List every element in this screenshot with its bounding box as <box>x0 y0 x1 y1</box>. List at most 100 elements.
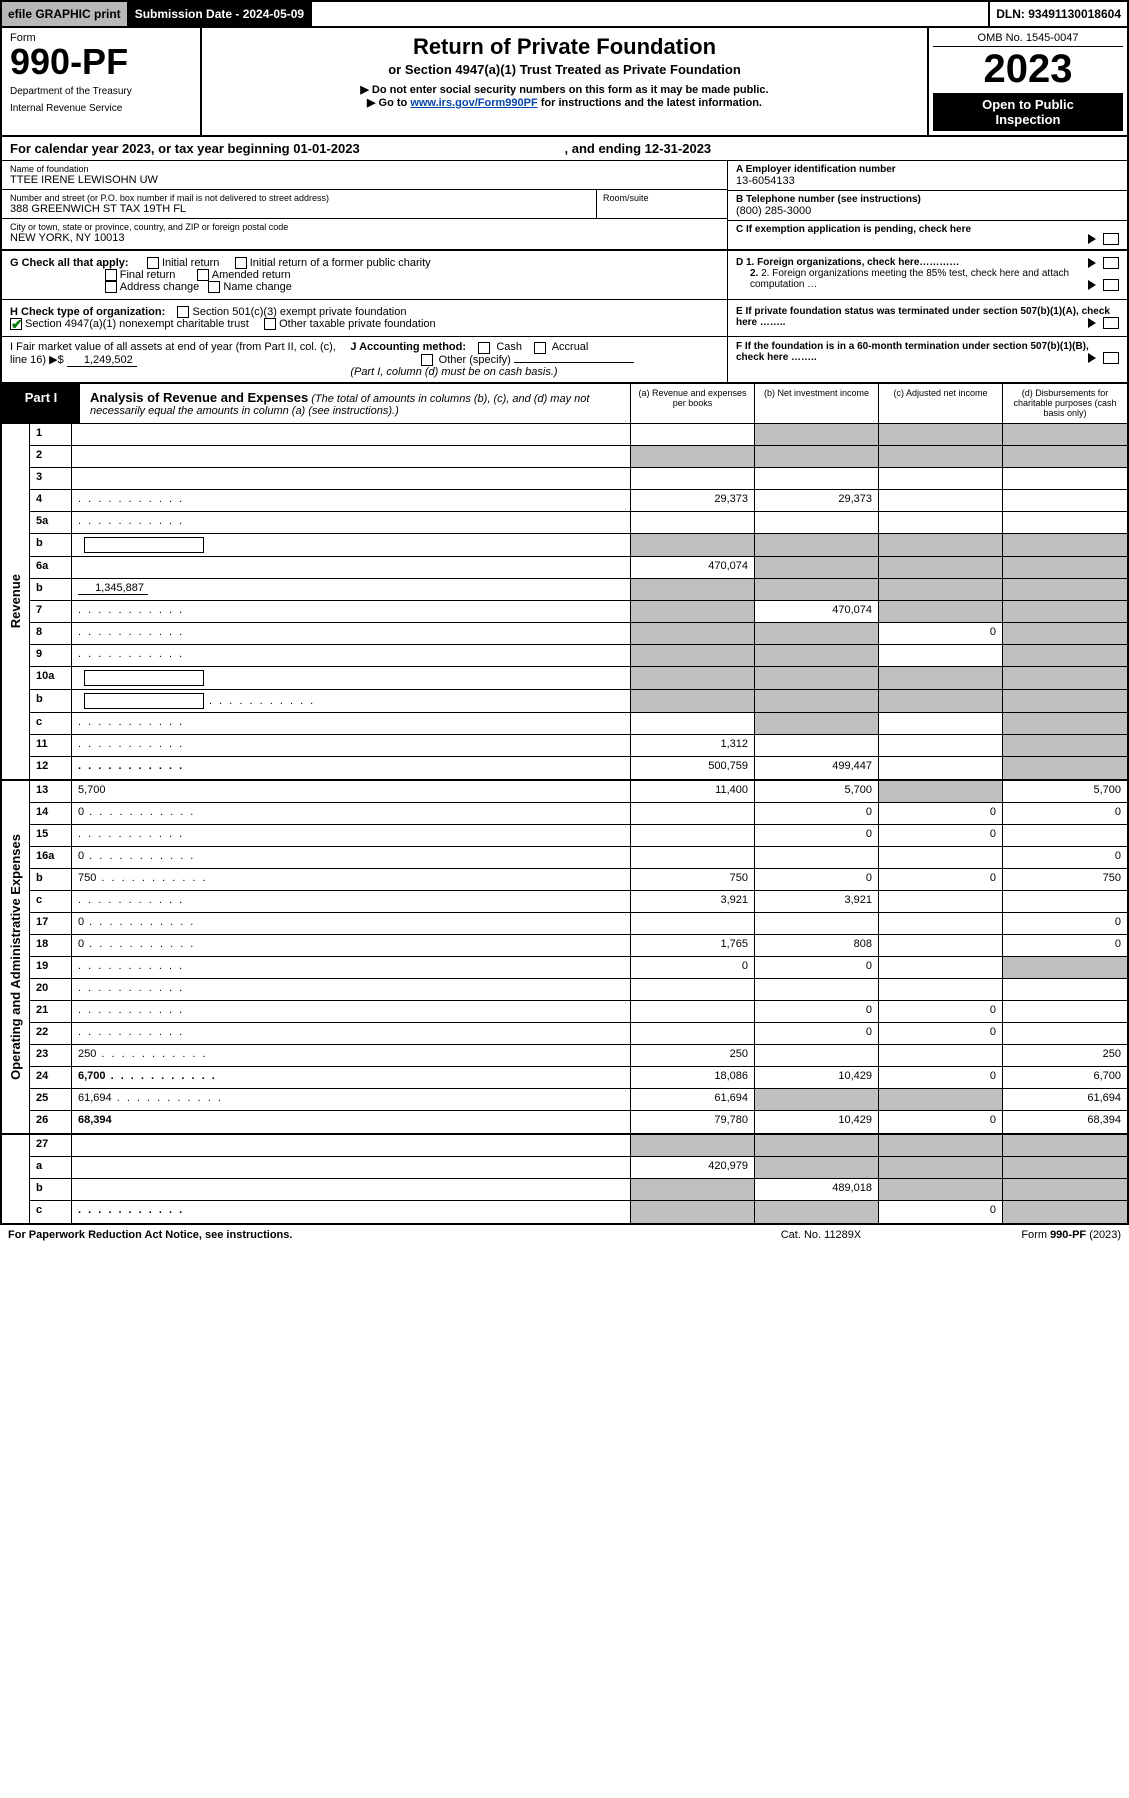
f-checkbox[interactable] <box>1103 352 1119 364</box>
e-block: E If private foundation status was termi… <box>727 300 1127 336</box>
submission-date: Submission Date - 2024-05-09 <box>129 2 312 26</box>
j-other[interactable] <box>421 354 433 366</box>
line-desc <box>72 490 631 511</box>
table-row: a420,979 <box>30 1157 1127 1179</box>
data-cell: 0 <box>755 825 879 846</box>
dept-treasury: Department of the Treasury <box>10 86 192 97</box>
d-block: D 1. Foreign organizations, check here……… <box>727 251 1127 299</box>
line-number: 5a <box>30 512 72 533</box>
omb-number: OMB No. 1545-0047 <box>933 32 1123 47</box>
data-cell <box>1003 579 1127 600</box>
line-number: 1 <box>30 424 72 445</box>
line-desc <box>72 1201 631 1223</box>
line-number: 22 <box>30 1023 72 1044</box>
data-cell: 5,700 <box>755 781 879 802</box>
efile-label[interactable]: efile GRAPHIC print <box>2 2 129 26</box>
top-bar: efile GRAPHIC print Submission Date - 20… <box>0 0 1129 28</box>
j3: Other (specify) <box>439 354 511 366</box>
info-block: Name of foundation TTEE IRENE LEWISOHN U… <box>0 161 1129 251</box>
table-row: 12500,759499,447 <box>30 757 1127 779</box>
line-number: 7 <box>30 601 72 622</box>
g-initial-return[interactable] <box>147 257 159 269</box>
data-cell <box>631 1135 755 1156</box>
data-cell: 0 <box>879 1111 1003 1133</box>
data-cell: 1,765 <box>631 935 755 956</box>
instr-2: ▶ Go to www.irs.gov/Form990PF for instru… <box>212 96 917 109</box>
data-cell <box>879 601 1003 622</box>
g2: Initial return of a former public charit… <box>250 257 431 269</box>
data-cell <box>1003 534 1127 556</box>
data-cell <box>879 534 1003 556</box>
data-cell <box>1003 891 1127 912</box>
g-amended[interactable] <box>197 269 209 281</box>
city-value: NEW YORK, NY 10013 <box>10 232 719 244</box>
data-cell <box>755 446 879 467</box>
data-cell <box>879 468 1003 489</box>
table-row: b <box>30 690 1127 713</box>
data-cell: 500,759 <box>631 757 755 779</box>
g-final-return[interactable] <box>105 269 117 281</box>
d2-checkbox[interactable] <box>1103 279 1119 291</box>
data-cell: 5,700 <box>1003 781 1127 802</box>
data-cell <box>755 979 879 1000</box>
form-number: 990-PF <box>10 44 192 80</box>
header-right: OMB No. 1545-0047 2023 Open to Public In… <box>927 28 1127 135</box>
part1-header: Part I Analysis of Revenue and Expenses … <box>0 384 1129 424</box>
h-other-taxable[interactable] <box>264 318 276 330</box>
data-cell <box>755 1157 879 1178</box>
data-cell: 489,018 <box>755 1179 879 1200</box>
line-number: 27 <box>30 1135 72 1156</box>
c-checkbox[interactable] <box>1103 233 1119 245</box>
data-cell <box>1003 667 1127 689</box>
data-cell <box>755 557 879 578</box>
data-cell: 470,074 <box>755 601 879 622</box>
data-cell <box>879 579 1003 600</box>
data-cell <box>879 781 1003 802</box>
table-row: 23250250250 <box>30 1045 1127 1067</box>
g-initial-former[interactable] <box>235 257 247 269</box>
data-cell <box>879 1135 1003 1156</box>
j-accrual[interactable] <box>534 342 546 354</box>
data-cell <box>1003 713 1127 734</box>
table-row: 429,37329,373 <box>30 490 1127 512</box>
data-cell: 3,921 <box>631 891 755 912</box>
j1: Cash <box>496 341 522 353</box>
irs-link[interactable]: www.irs.gov/Form990PF <box>410 97 537 109</box>
data-cell <box>1003 512 1127 533</box>
data-cell <box>631 1179 755 1200</box>
g-address-change[interactable] <box>105 281 117 293</box>
e-checkbox[interactable] <box>1103 317 1119 329</box>
data-cell <box>1003 1157 1127 1178</box>
addr-label: Number and street (or P.O. box number if… <box>10 193 588 203</box>
j2: Accrual <box>552 341 589 353</box>
table-row: 27 <box>30 1135 1127 1157</box>
d1-label: D 1. Foreign organizations, check here……… <box>736 257 959 268</box>
part1-tab: Part I <box>2 384 80 423</box>
data-cell: 0 <box>879 1201 1003 1223</box>
col-a-head: (a) Revenue and expenses per books <box>631 384 755 423</box>
data-cell <box>879 557 1003 578</box>
c-cell: C If exemption application is pending, c… <box>728 221 1127 249</box>
line-desc: 1,345,887 <box>72 579 631 600</box>
line-number: c <box>30 891 72 912</box>
h-4947a1-checked[interactable] <box>10 318 22 330</box>
data-cell <box>631 534 755 556</box>
d1-checkbox[interactable] <box>1103 257 1119 269</box>
line-number: 24 <box>30 1067 72 1088</box>
g-name-change[interactable] <box>208 281 220 293</box>
j-other-field[interactable] <box>514 362 634 363</box>
line-desc <box>72 424 631 445</box>
data-cell <box>755 468 879 489</box>
ijf-row: I Fair market value of all assets at end… <box>0 337 1129 383</box>
phone-label: B Telephone number (see instructions) <box>736 194 1119 205</box>
instr-2-post: for instructions and the latest informat… <box>538 97 762 109</box>
j-cash[interactable] <box>478 342 490 354</box>
topbar-spacer <box>312 2 990 26</box>
data-cell: 3,921 <box>755 891 879 912</box>
data-cell <box>1003 735 1127 756</box>
h-501c3[interactable] <box>177 306 189 318</box>
data-cell: 750 <box>1003 869 1127 890</box>
line-desc: 0 <box>72 847 631 868</box>
table-row: 10a <box>30 667 1127 690</box>
line-desc: 5,700 <box>72 781 631 802</box>
